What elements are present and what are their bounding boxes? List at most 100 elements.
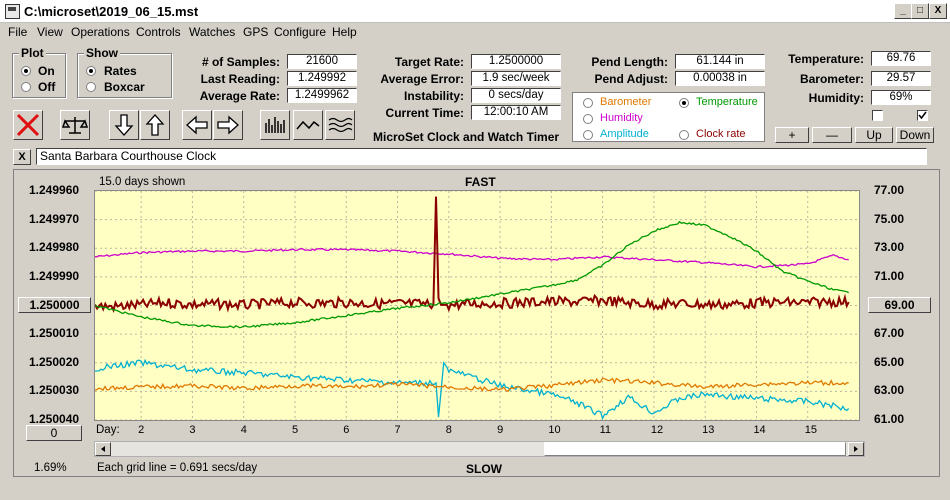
title-bar: C:\microset\2019_06_15.mst _ □ X <box>0 0 950 23</box>
minimize-button[interactable]: _ <box>894 3 912 19</box>
average-rate-label: Average Rate: <box>199 89 280 103</box>
chart-frame <box>13 169 940 477</box>
right-tick-label: 67.00 <box>874 326 905 341</box>
day-tick-label: 6 <box>343 424 350 436</box>
multi-wave-view-button[interactable] <box>325 110 355 140</box>
last-reading-label: Last Reading: <box>200 72 280 86</box>
scroll-right-button[interactable] <box>213 110 243 140</box>
show-boxcar-label: Boxcar <box>104 80 145 94</box>
left-tick-label: 1.249970 <box>29 211 80 226</box>
menu-help[interactable]: Help <box>332 25 357 39</box>
plot-off-radio[interactable] <box>21 82 31 92</box>
show-rates-radio[interactable] <box>86 66 96 76</box>
app-caption: MicroSet Clock and Watch Timer <box>373 130 560 144</box>
series-line-2 <box>94 220 849 329</box>
window-title: C:\microset\2019_06_15.mst <box>24 4 199 19</box>
day-tick-label: 3 <box>189 424 196 436</box>
days-shown-label: 15.0 days shown <box>99 176 186 188</box>
average-error-label: Average Error: <box>380 72 464 86</box>
right-tick-label: 65.00 <box>874 354 905 369</box>
arrow-left-icon <box>186 115 208 135</box>
option-checkbox-2[interactable] <box>917 110 928 121</box>
left-tick-label: 1.249960 <box>29 183 80 197</box>
barometer-option-label: Barometer <box>600 96 652 108</box>
day-tick-label: 7 <box>394 424 401 436</box>
maximize-button[interactable]: □ <box>911 3 929 19</box>
target-rate-value: 1.2500000 <box>471 54 561 69</box>
menu-watches[interactable]: Watches <box>189 25 236 39</box>
menu-operations[interactable]: Operations <box>71 25 130 39</box>
scroll-left-arrow[interactable] <box>95 442 111 456</box>
current-time-label: Current Time: <box>385 106 464 120</box>
barometer-radio[interactable] <box>583 98 593 108</box>
day-tick-label: 4 <box>240 424 247 436</box>
offset-button[interactable]: 0 <box>26 425 82 441</box>
day-tick-label: 2 <box>138 424 145 436</box>
samples-value: 21600 <box>287 54 357 69</box>
right-tick-label: 61.00 <box>874 412 905 426</box>
humidity-label: Humidity: <box>808 91 864 105</box>
humidity-radio[interactable] <box>583 114 593 124</box>
series-line-3 <box>94 358 850 421</box>
amplitude-radio[interactable] <box>583 130 593 140</box>
current-time-value: 12:00:10 AM <box>471 105 561 120</box>
plot-off-label: Off <box>38 80 56 94</box>
move-down-button[interactable] <box>109 110 139 140</box>
left-tick-label: 1.250030 <box>29 383 80 398</box>
clock-name-field[interactable]: Santa Barbara Courthouse Clock <box>36 148 927 165</box>
menu-gps[interactable]: GPS <box>243 25 269 39</box>
temperature-value: 69.76 <box>871 51 931 66</box>
pend-length-value: 61.144 in <box>675 54 765 69</box>
check-icon <box>918 111 927 120</box>
temperature-option-label: Temperature <box>696 96 758 108</box>
option-checkbox-1[interactable] <box>872 110 883 121</box>
target-rate-label: Target Rate: <box>394 55 464 69</box>
left-tick-label: 1.250010 <box>29 326 80 341</box>
left-tick-label: 1.249980 <box>29 240 80 255</box>
left-tick-label: 1.249990 <box>29 268 80 283</box>
scale-minus-button[interactable]: — <box>812 127 852 143</box>
scale-down-button[interactable]: Down <box>896 127 934 143</box>
average-error-value: 1.9 sec/week <box>471 71 561 86</box>
plot-on-radio[interactable] <box>21 66 31 76</box>
clock-rate-radio[interactable] <box>679 130 689 140</box>
stop-button[interactable] <box>13 110 43 140</box>
show-group <box>77 53 172 98</box>
rate-chart <box>94 190 859 421</box>
day-tick-label: 11 <box>599 424 612 436</box>
right-tick-label: 63.00 <box>874 383 905 398</box>
menu-view[interactable]: View <box>37 25 63 39</box>
temperature-label: Temperature: <box>788 52 864 66</box>
scale-plus-button[interactable]: + <box>775 127 809 143</box>
wave-icon <box>296 120 320 130</box>
histogram-view-button[interactable] <box>260 110 290 140</box>
menu-bar: File View Operations Controls Watches GP… <box>0 23 950 41</box>
balance-button[interactable] <box>60 110 90 140</box>
center-rate-button[interactable]: 1.250000 <box>18 297 91 313</box>
slow-label: SLOW <box>466 462 502 476</box>
line-view-button[interactable] <box>293 110 323 140</box>
scrollbar-thumb[interactable] <box>544 442 846 456</box>
pend-length-label: Pend Length: <box>591 55 668 69</box>
show-boxcar-radio[interactable] <box>86 82 96 92</box>
center-temp-button[interactable]: 69.00 <box>868 297 931 313</box>
average-rate-value: 1.2499962 <box>287 88 357 103</box>
move-up-button[interactable] <box>140 110 170 140</box>
menu-controls[interactable]: Controls <box>136 25 181 39</box>
close-button[interactable]: X <box>929 3 947 19</box>
pend-adjust-value: 0.00038 in <box>675 71 765 86</box>
temperature-radio[interactable] <box>679 98 689 108</box>
scale-up-button[interactable]: Up <box>855 127 893 143</box>
menu-configure[interactable]: Configure <box>274 25 327 39</box>
fast-label: FAST <box>465 175 496 189</box>
day-tick-label: 15 <box>804 424 817 436</box>
clock-rate-option-label: Clock rate <box>696 128 746 140</box>
show-rates-label: Rates <box>104 64 137 78</box>
horizontal-scrollbar[interactable] <box>94 441 865 457</box>
scroll-left-button[interactable] <box>182 110 212 140</box>
menu-file[interactable]: File <box>8 25 28 39</box>
samples-label: # of Samples: <box>201 55 280 69</box>
clock-close-button[interactable]: X <box>13 149 31 165</box>
instability-value: 0 secs/day <box>471 88 561 103</box>
scroll-right-arrow[interactable] <box>848 442 864 456</box>
